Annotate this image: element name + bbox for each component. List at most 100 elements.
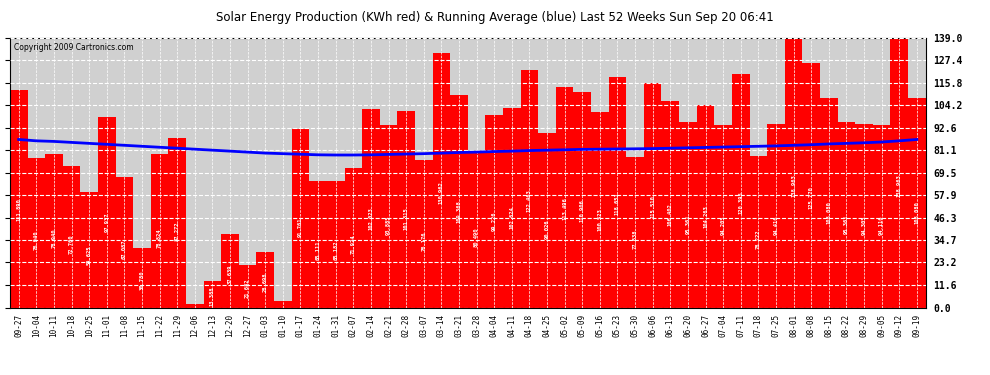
Bar bbox=[62, 166, 80, 308]
Bar bbox=[644, 83, 661, 308]
Text: 138.963: 138.963 bbox=[897, 175, 902, 197]
Text: 78.940: 78.940 bbox=[51, 229, 56, 248]
Bar bbox=[80, 192, 98, 308]
Text: 122.463: 122.463 bbox=[527, 189, 532, 212]
Text: 111.890: 111.890 bbox=[16, 198, 21, 221]
Bar bbox=[679, 122, 697, 308]
Text: 78.222: 78.222 bbox=[755, 230, 761, 249]
Text: 13.388: 13.388 bbox=[210, 286, 215, 306]
Bar bbox=[697, 105, 715, 308]
Text: 37.639: 37.639 bbox=[228, 265, 233, 284]
Text: 130.962: 130.962 bbox=[439, 182, 444, 204]
Bar bbox=[239, 266, 256, 308]
Text: 113.496: 113.496 bbox=[562, 197, 567, 220]
Bar bbox=[503, 108, 521, 308]
Text: 115.510: 115.510 bbox=[650, 195, 655, 218]
Text: 77.638: 77.638 bbox=[633, 230, 638, 249]
Bar bbox=[908, 98, 926, 308]
Bar bbox=[274, 301, 292, 307]
Text: 78.824: 78.824 bbox=[157, 229, 162, 248]
Text: 125.770: 125.770 bbox=[809, 186, 814, 209]
Text: 106.402: 106.402 bbox=[668, 203, 673, 226]
Text: 91.761: 91.761 bbox=[298, 217, 303, 237]
Text: 108.080: 108.080 bbox=[915, 202, 920, 224]
Bar bbox=[661, 101, 679, 308]
Text: 94.305: 94.305 bbox=[861, 215, 866, 235]
Text: 108.080: 108.080 bbox=[827, 202, 832, 224]
Bar bbox=[732, 74, 749, 308]
Text: 102.624: 102.624 bbox=[509, 206, 514, 229]
Bar bbox=[785, 38, 802, 308]
Bar bbox=[591, 112, 609, 308]
Bar bbox=[415, 159, 433, 308]
Bar bbox=[555, 87, 573, 308]
Bar bbox=[380, 125, 397, 308]
Text: 76.176: 76.176 bbox=[422, 231, 427, 251]
Bar bbox=[890, 38, 908, 308]
Text: 120.395: 120.395 bbox=[739, 191, 743, 214]
Bar bbox=[539, 133, 555, 308]
Bar bbox=[168, 138, 186, 308]
Bar bbox=[573, 92, 591, 308]
Text: 65.182: 65.182 bbox=[334, 241, 339, 260]
Text: 97.937: 97.937 bbox=[104, 212, 109, 232]
Text: 95.361: 95.361 bbox=[685, 214, 690, 234]
Text: 110.906: 110.906 bbox=[580, 199, 585, 222]
Text: 99.226: 99.226 bbox=[492, 211, 497, 231]
Text: 94.205: 94.205 bbox=[721, 215, 726, 235]
Bar bbox=[134, 248, 150, 308]
Text: 65.111: 65.111 bbox=[316, 241, 321, 260]
Text: 59.625: 59.625 bbox=[87, 246, 92, 265]
Bar bbox=[345, 168, 362, 308]
Text: 71.924: 71.924 bbox=[350, 235, 355, 254]
Bar bbox=[292, 129, 309, 308]
Text: 67.087: 67.087 bbox=[122, 239, 127, 259]
Bar bbox=[327, 181, 345, 308]
Bar bbox=[715, 124, 732, 308]
Text: 87.272: 87.272 bbox=[174, 222, 180, 241]
Text: 94.116: 94.116 bbox=[879, 216, 884, 235]
Bar bbox=[362, 110, 380, 308]
Text: Copyright 2009 Cartronics.com: Copyright 2009 Cartronics.com bbox=[15, 43, 134, 52]
Bar bbox=[204, 282, 221, 308]
Bar bbox=[767, 124, 785, 308]
Text: 76.940: 76.940 bbox=[34, 231, 39, 250]
Text: 28.698: 28.698 bbox=[262, 273, 267, 292]
Text: 104.263: 104.263 bbox=[703, 205, 708, 228]
Bar bbox=[802, 63, 820, 308]
Bar bbox=[485, 115, 503, 308]
Text: 95.361: 95.361 bbox=[843, 214, 848, 234]
Text: 109.368: 109.368 bbox=[456, 201, 461, 223]
Bar bbox=[10, 90, 28, 308]
Text: 118.651: 118.651 bbox=[615, 192, 620, 215]
Bar bbox=[46, 154, 62, 308]
Bar bbox=[309, 181, 327, 308]
Text: 94.416: 94.416 bbox=[773, 215, 778, 235]
Bar bbox=[820, 98, 838, 308]
Bar bbox=[98, 117, 116, 308]
Bar bbox=[627, 157, 644, 308]
Bar bbox=[116, 177, 134, 308]
Bar bbox=[150, 154, 168, 308]
Text: 101.315: 101.315 bbox=[404, 208, 409, 230]
Text: 80.490: 80.490 bbox=[474, 227, 479, 247]
Bar bbox=[450, 95, 468, 308]
Bar bbox=[186, 304, 204, 307]
Bar bbox=[468, 151, 485, 308]
Bar bbox=[256, 252, 274, 308]
Text: 100.523: 100.523 bbox=[597, 208, 602, 231]
Text: 30.780: 30.780 bbox=[140, 271, 145, 290]
Text: 90.026: 90.026 bbox=[544, 219, 549, 239]
Bar bbox=[397, 111, 415, 308]
Bar bbox=[521, 70, 539, 308]
Bar bbox=[855, 124, 873, 308]
Text: 72.760: 72.760 bbox=[69, 234, 74, 254]
Text: 93.885: 93.885 bbox=[386, 216, 391, 235]
Text: 21.682: 21.682 bbox=[246, 279, 250, 298]
Bar bbox=[749, 156, 767, 308]
Text: Solar Energy Production (KWh red) & Running Average (blue) Last 52 Weeks Sun Sep: Solar Energy Production (KWh red) & Runn… bbox=[216, 11, 774, 24]
Bar bbox=[873, 124, 890, 308]
Text: 102.023: 102.023 bbox=[368, 207, 373, 230]
Bar bbox=[838, 122, 855, 308]
Bar bbox=[28, 158, 46, 308]
